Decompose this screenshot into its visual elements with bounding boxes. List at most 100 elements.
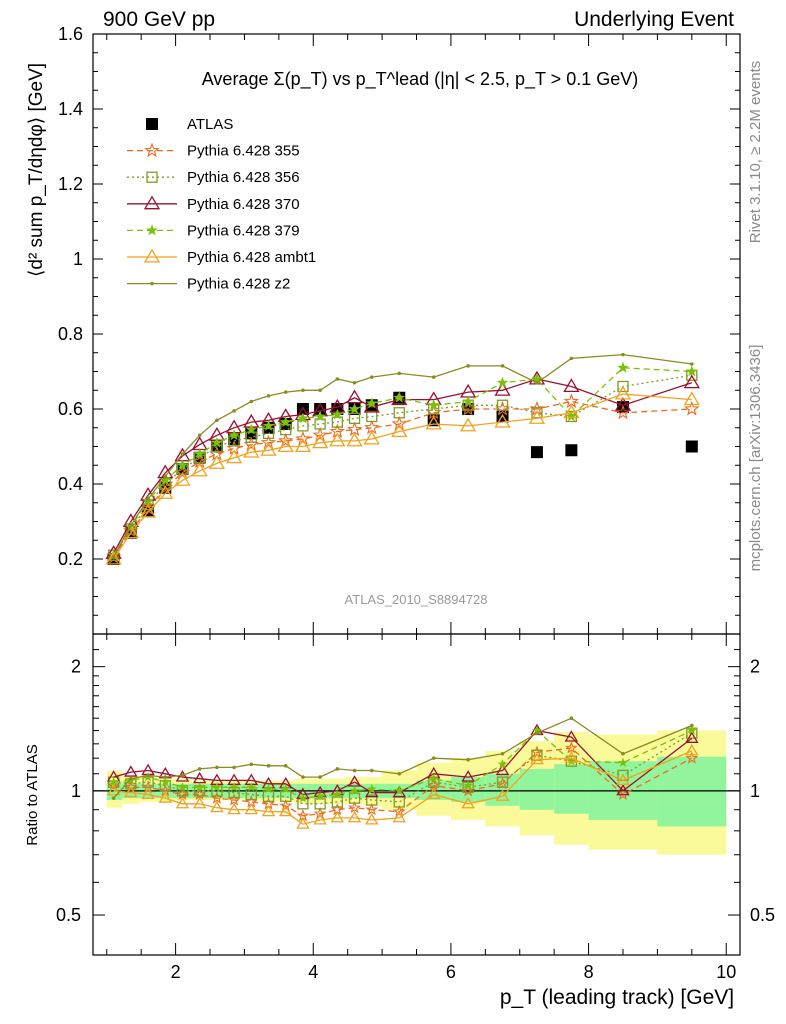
ratio-data-point (194, 782, 205, 792)
ratio-data-point (349, 785, 360, 796)
x-tick-label: 6 (446, 962, 456, 982)
ratio-data-point (535, 731, 539, 735)
ratio-data-point (263, 783, 274, 794)
ratio-data-point (331, 796, 343, 808)
ratio-data-point (141, 787, 155, 800)
data-point (565, 410, 578, 422)
data-point (331, 408, 344, 420)
ratio-data-point (392, 804, 406, 818)
legend-item: Pythia 6.428 379 (127, 222, 300, 239)
x-axis-label: p_T (leading track) [GeV] (500, 986, 734, 1009)
data-point (277, 438, 294, 453)
data-point (563, 404, 580, 419)
ratio-data-point (244, 802, 259, 815)
x-tick-label: 8 (584, 962, 594, 982)
ratio-data-point (618, 757, 628, 767)
data-point (565, 444, 578, 457)
ratio-series-line (113, 747, 693, 817)
ratio-data-point (366, 794, 378, 806)
data-point (225, 449, 243, 464)
data-point (425, 415, 442, 430)
main-plot-series (105, 352, 700, 565)
data-point (684, 400, 700, 416)
data-point (459, 383, 477, 398)
data-point (569, 356, 574, 361)
data-point (228, 429, 240, 441)
ratio-data-point (246, 782, 257, 792)
data-point (260, 434, 277, 450)
ratio-data-point (163, 775, 168, 779)
legend-item: ATLAS (146, 116, 233, 133)
data-point (500, 364, 505, 368)
data-point (683, 391, 700, 406)
ratio-data-point (124, 785, 138, 798)
ratio-y-tick-label-right: 2 (750, 657, 760, 677)
ratio-data-point (210, 800, 224, 813)
data-point (279, 416, 292, 428)
data-point (685, 365, 698, 377)
y-tick-label: 1.6 (58, 24, 83, 44)
ratio-data-point (313, 813, 327, 825)
ratio-data-point (229, 782, 239, 792)
ratio-data-point (348, 800, 362, 814)
data-point (312, 427, 328, 442)
data-point (180, 452, 185, 456)
ratio-plot-frame (92, 633, 741, 956)
y-tick-label: 0.4 (58, 474, 83, 494)
data-point (621, 352, 625, 357)
data-point (391, 415, 408, 431)
data-point (245, 423, 258, 435)
ratio-data-point (500, 751, 505, 756)
data-point (318, 388, 322, 393)
ratio-series-4 (106, 743, 699, 829)
ratio-data-point (129, 776, 133, 781)
ratio-data-point (280, 783, 291, 794)
ratio-data-point (227, 793, 241, 806)
legend-marker (144, 142, 160, 158)
data-point (232, 409, 236, 413)
ratio-data-point (175, 796, 190, 809)
data-point (617, 361, 629, 373)
legend-item: Pythia 6.428 370 (127, 195, 300, 213)
mcplots-citation: mcplots.cern.ch [arXiv:1306.3436] (747, 345, 764, 572)
ratio-data-point (690, 723, 694, 728)
legend-marker (146, 118, 158, 130)
ratio-data-point (392, 785, 407, 798)
ratio-data-point (283, 764, 288, 768)
ratio-data-point (348, 792, 361, 804)
series-5 (105, 385, 700, 565)
data-point (535, 380, 539, 385)
ratio-data-point (298, 793, 308, 803)
series-line (113, 393, 692, 560)
data-point (346, 421, 363, 437)
ratio-data-point (352, 768, 357, 773)
data-point (176, 459, 189, 471)
ratio-y-tick-label: 0.5 (56, 905, 81, 925)
ratio-data-point (212, 782, 222, 792)
legend-label: ATLAS (187, 116, 233, 133)
data-point (466, 364, 470, 368)
ratio-data-point (313, 806, 327, 820)
data-point (494, 413, 511, 428)
ratio-series-line (113, 729, 693, 799)
ratio-data-point (124, 780, 138, 793)
ratio-data-point (175, 787, 189, 800)
series-6 (111, 352, 694, 559)
data-point (530, 446, 543, 459)
data-point (193, 447, 206, 459)
ratio-data-point (106, 783, 121, 796)
analysis-watermark: ATLAS_2010_S8894728 (345, 592, 488, 607)
y-tick-label: 1.2 (58, 174, 83, 194)
ratio-data-point (193, 787, 207, 800)
data-point (346, 432, 363, 447)
data-point (174, 471, 191, 486)
main-y-axis-label: ⟨d² sum p_T/dηdφ⟩ [GeV] (26, 63, 47, 277)
data-point (211, 436, 223, 448)
data-point (563, 378, 580, 393)
data-point (397, 371, 402, 376)
data-point (363, 398, 380, 413)
legend-label: Pythia 6.428 379 (187, 222, 300, 239)
ratio-data-point (335, 767, 340, 771)
data-point (129, 523, 133, 528)
ratio-data-point (461, 796, 475, 809)
